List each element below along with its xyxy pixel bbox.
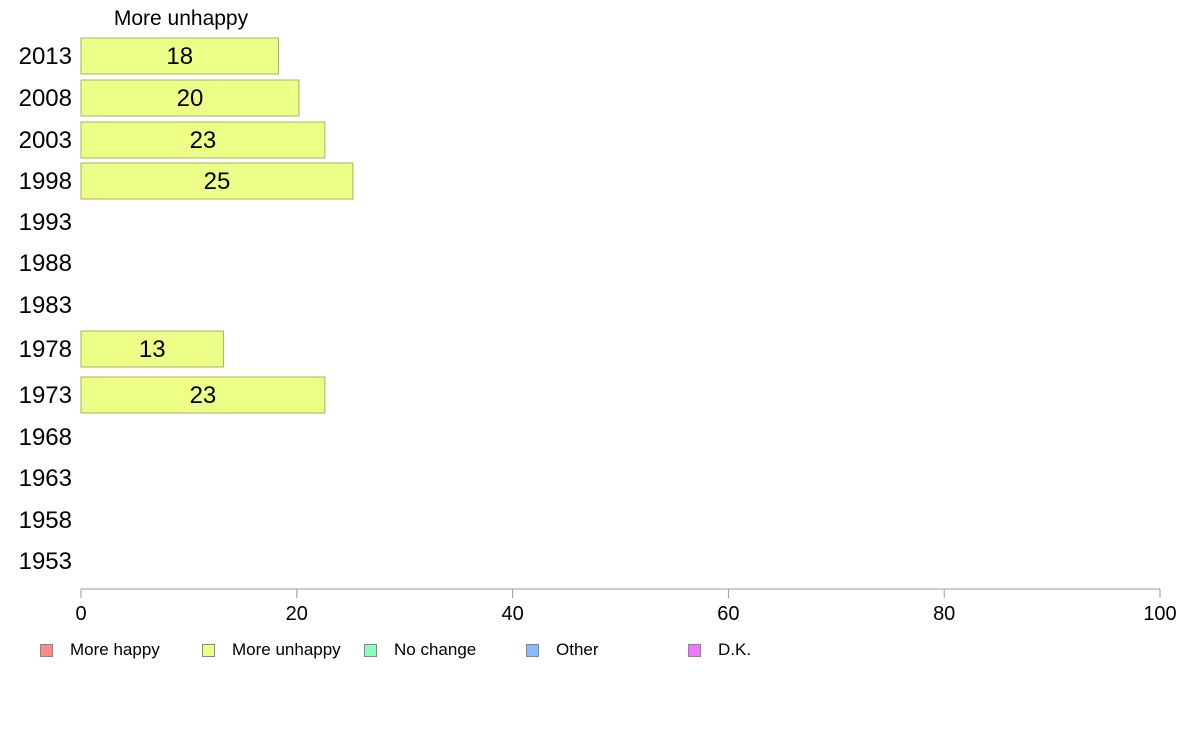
legend-swatch — [688, 643, 701, 657]
bars-group: 18 20 23 25 13 23 — [80, 37, 354, 414]
legend-swatch — [40, 643, 53, 657]
bar-value-label: 23 — [190, 382, 217, 409]
y-tick-label: 2003 — [19, 127, 72, 154]
bar — [80, 330, 224, 368]
chart-title: More unhappy — [114, 7, 249, 30]
y-tick-label: 2013 — [19, 43, 72, 70]
bar-value-label: 18 — [166, 43, 193, 70]
x-tick-label: 60 — [717, 603, 739, 625]
bar-value-label: 23 — [190, 127, 217, 154]
x-tick-label: 0 — [75, 603, 86, 625]
legend-swatch — [526, 643, 539, 657]
bar-value-label: 25 — [204, 168, 231, 195]
y-tick-label: 2008 — [19, 85, 72, 112]
x-tick-label: 40 — [501, 603, 523, 625]
y-tick-label: 1993 — [19, 209, 72, 236]
bar-value-label: 13 — [139, 336, 166, 363]
x-tick-label: 20 — [286, 603, 308, 625]
y-tick-label: 1988 — [19, 250, 72, 277]
legend-label: More unhappy — [232, 640, 341, 659]
legend: More happy More unhappy No change Other … — [40, 640, 1140, 664]
legend-item-dk: D.K. — [688, 640, 751, 660]
x-axis: 0 20 40 60 80 100 — [75, 588, 1177, 625]
y-tick-label: 1983 — [19, 292, 72, 319]
legend-item-other: Other — [526, 640, 599, 660]
bar — [80, 121, 326, 159]
legend-item-more-happy: More happy — [40, 640, 160, 660]
bar-value-label: 20 — [177, 85, 204, 112]
y-tick-label: 1973 — [19, 382, 72, 409]
y-tick-label: 1978 — [19, 336, 72, 363]
y-tick-label: 1958 — [19, 507, 72, 534]
y-tick-label: 1998 — [19, 168, 72, 195]
bar — [80, 37, 279, 75]
y-tick-label: 1968 — [19, 424, 72, 451]
legend-item-no-change: No change — [364, 640, 476, 660]
legend-swatch — [202, 643, 215, 657]
y-tick-label: 1963 — [19, 465, 72, 492]
y-tick-label: 1953 — [19, 548, 72, 575]
x-tick-label: 100 — [1143, 603, 1176, 625]
y-axis-labels: 2013 2008 2003 1998 1993 1988 1983 1978 1973 1968… — [19, 43, 72, 575]
legend-label: More happy — [70, 640, 160, 659]
x-tick-label: 80 — [933, 603, 955, 625]
bar — [80, 376, 326, 414]
bar — [80, 162, 354, 200]
bar — [80, 79, 300, 117]
legend-label: D.K. — [718, 640, 752, 659]
legend-item-more-unhappy: More unhappy — [202, 640, 341, 660]
legend-label: No change — [394, 640, 477, 659]
legend-label: Other — [556, 640, 599, 659]
legend-swatch — [364, 643, 377, 657]
bar-chart: More unhappy 18 20 23 25 13 23 2013 2008 2003 19… — [19, 7, 1177, 625]
